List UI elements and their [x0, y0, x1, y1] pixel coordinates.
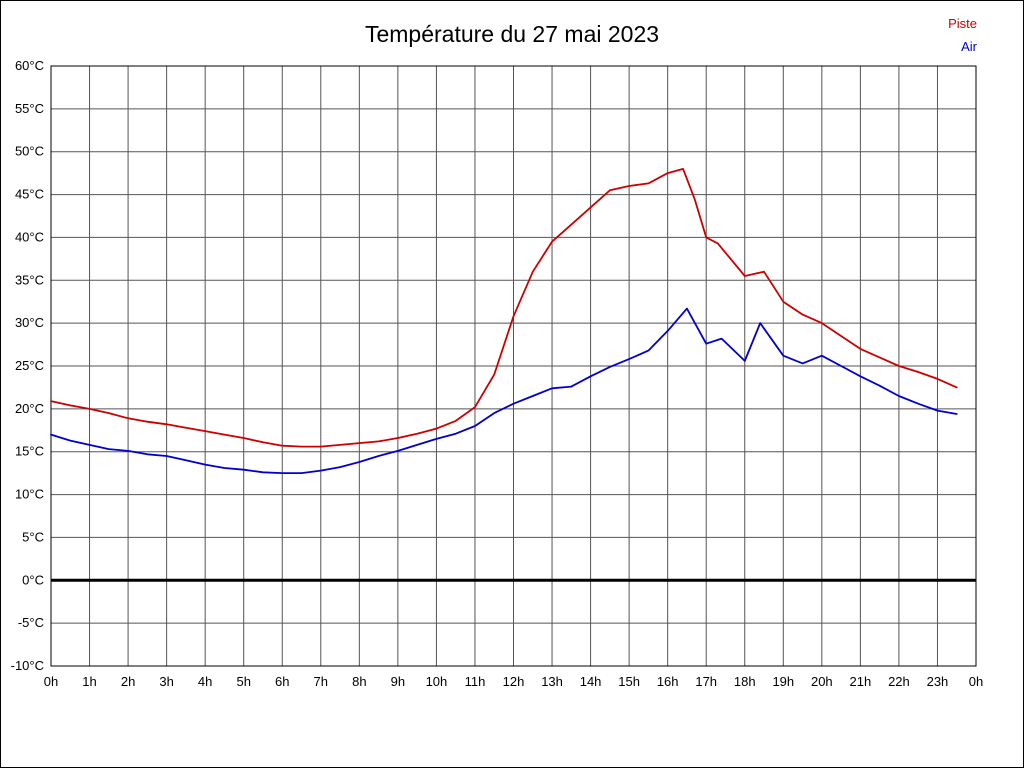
- x-tick-label: 14h: [580, 674, 602, 689]
- x-tick-label: 10h: [426, 674, 448, 689]
- x-tick-label: 19h: [772, 674, 794, 689]
- x-tick-label: 13h: [541, 674, 563, 689]
- x-tick-label: 20h: [811, 674, 833, 689]
- y-tick-label: 60°C: [15, 58, 44, 73]
- x-tick-label: 2h: [121, 674, 135, 689]
- x-tick-label: 8h: [352, 674, 366, 689]
- x-tick-label: 12h: [503, 674, 525, 689]
- y-tick-label: 0°C: [22, 572, 44, 587]
- x-tick-label: 15h: [618, 674, 640, 689]
- x-tick-label: 6h: [275, 674, 289, 689]
- y-tick-label: 40°C: [15, 229, 44, 244]
- chart-title: Température du 27 mai 2023: [364, 21, 660, 47]
- x-tick-label: 16h: [657, 674, 679, 689]
- series-line-air: [50, 307, 958, 475]
- x-tick-label: 22h: [888, 674, 910, 689]
- x-tick-label: 1h: [82, 674, 96, 689]
- y-tick-label: 20°C: [15, 401, 44, 416]
- y-tick-label: -10°C: [11, 658, 44, 673]
- y-tick-label: 35°C: [15, 272, 44, 287]
- y-tick-label: 25°C: [15, 358, 44, 373]
- x-tick-label: 23h: [927, 674, 949, 689]
- x-tick-label: 3h: [159, 674, 173, 689]
- x-tick-label: 11h: [465, 674, 486, 689]
- x-tick-label: 0h: [44, 674, 58, 689]
- y-tick-label: 45°C: [15, 187, 44, 202]
- series-line-piste: [50, 167, 958, 448]
- x-tick-label: 0h: [969, 674, 983, 689]
- x-tick-label: 18h: [734, 674, 756, 689]
- x-tick-label: 7h: [314, 674, 328, 689]
- chart-legend: Piste Air: [948, 12, 977, 58]
- legend-item-air: Air: [961, 39, 977, 54]
- y-tick-label: 5°C: [22, 529, 44, 544]
- y-tick-label: 15°C: [15, 444, 44, 459]
- y-tick-label: 10°C: [15, 487, 44, 502]
- legend-item-piste: Piste: [948, 16, 977, 31]
- y-tick-label: 55°C: [15, 101, 44, 116]
- y-tick-label: 30°C: [15, 315, 44, 330]
- x-tick-label: 21h: [850, 674, 872, 689]
- x-tick-label: 9h: [391, 674, 405, 689]
- x-tick-label: 5h: [236, 674, 250, 689]
- plot-border: [50, 65, 977, 667]
- x-tick-label: 4h: [198, 674, 212, 689]
- y-tick-label: 50°C: [15, 144, 44, 159]
- y-tick-label: -5°C: [18, 615, 44, 630]
- x-tick-label: 17h: [695, 674, 717, 689]
